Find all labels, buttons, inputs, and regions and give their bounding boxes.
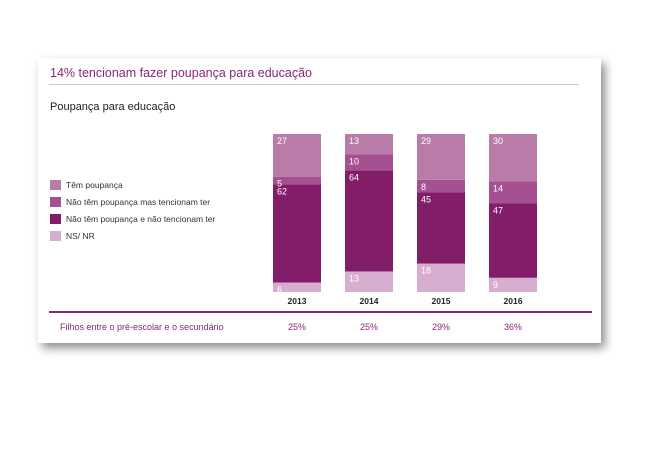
bar-segment — [273, 176, 321, 185]
x-tick-label: 2014 — [360, 296, 379, 306]
bar-segment — [417, 263, 465, 292]
bar-segment — [273, 184, 321, 283]
legend-label: Não têm poupança mas tencionam ter — [66, 196, 211, 207]
bar-segment — [345, 154, 393, 171]
bar-data-label: 13 — [349, 136, 359, 146]
footer-label: Filhos entre o pré-escolar e o secundári… — [60, 322, 224, 332]
legend-swatch — [50, 230, 61, 241]
bar-data-label: 27 — [277, 136, 287, 146]
bar-data-label: 18 — [421, 266, 431, 276]
stacked-bar-chart: 6 625 27 2013 13 64 10 13 2014 18 45 8 29 2015 9 47 14 30… — [273, 134, 537, 306]
legend-label: NS/ NR — [66, 230, 95, 241]
bar-segment — [489, 277, 537, 292]
chart-legend: Têm poupança Não têm poupança mas tencio… — [50, 176, 215, 244]
legend-swatch — [50, 196, 61, 207]
legend-item: Não têm poupança e não tencionam ter — [50, 210, 215, 227]
bar-segment — [489, 134, 537, 182]
bar-data-label: 9 — [493, 280, 498, 290]
chart-subtitle: Poupança para educação — [50, 101, 176, 113]
bar-data-label: 64 — [349, 172, 359, 182]
footer-value-2016: 36% — [503, 322, 522, 332]
x-tick-label: 2013 — [288, 296, 307, 306]
bar-data-label: 29 — [421, 136, 431, 146]
bar-segment — [345, 134, 393, 155]
bar-data-label: 30 — [493, 136, 503, 146]
legend-item: Têm poupança — [50, 176, 215, 193]
bar-segment — [273, 134, 321, 177]
bar-data-label: 13 — [349, 273, 359, 283]
footer-divider — [49, 311, 592, 313]
bar-segment — [345, 170, 393, 272]
bar-segment — [417, 134, 465, 180]
bar-segment — [417, 179, 465, 193]
chart-title: 14% tencionam fazer poupança para educaç… — [50, 66, 312, 80]
bar-segment — [345, 271, 393, 292]
bar-segment — [489, 181, 537, 204]
bar-data-label: 62 — [277, 187, 287, 197]
bar-data-label: 6 — [277, 285, 282, 295]
legend-item: NS/ NR — [50, 227, 215, 244]
bar-data-label: 8 — [421, 182, 426, 192]
bar-segment — [417, 192, 465, 264]
legend-label: Não têm poupança e não tencionam ter — [66, 213, 216, 224]
bar-data-label: 45 — [421, 194, 431, 204]
bar-data-label: 14 — [493, 183, 503, 193]
footer-value-2015: 29% — [431, 322, 450, 332]
bar-segment — [273, 282, 321, 292]
x-tick-label: 2015 — [432, 296, 451, 306]
footer-value-2014: 25% — [359, 322, 378, 332]
bar-data-label: 10 — [349, 157, 359, 167]
chart-card: 14% tencionam fazer poupança para educaç… — [38, 58, 601, 343]
bar-data-label: 5 — [277, 179, 282, 189]
legend-label: Têm poupança — [66, 179, 123, 190]
bar-data-label: 47 — [493, 206, 503, 216]
footer-value-2013: 25% — [287, 322, 306, 332]
title-divider — [49, 84, 579, 85]
legend-swatch — [50, 213, 61, 224]
x-tick-label: 2016 — [504, 296, 523, 306]
legend-item: Não têm poupança mas tencionam ter — [50, 193, 215, 210]
bar-segment — [489, 203, 537, 278]
legend-swatch — [50, 179, 61, 190]
